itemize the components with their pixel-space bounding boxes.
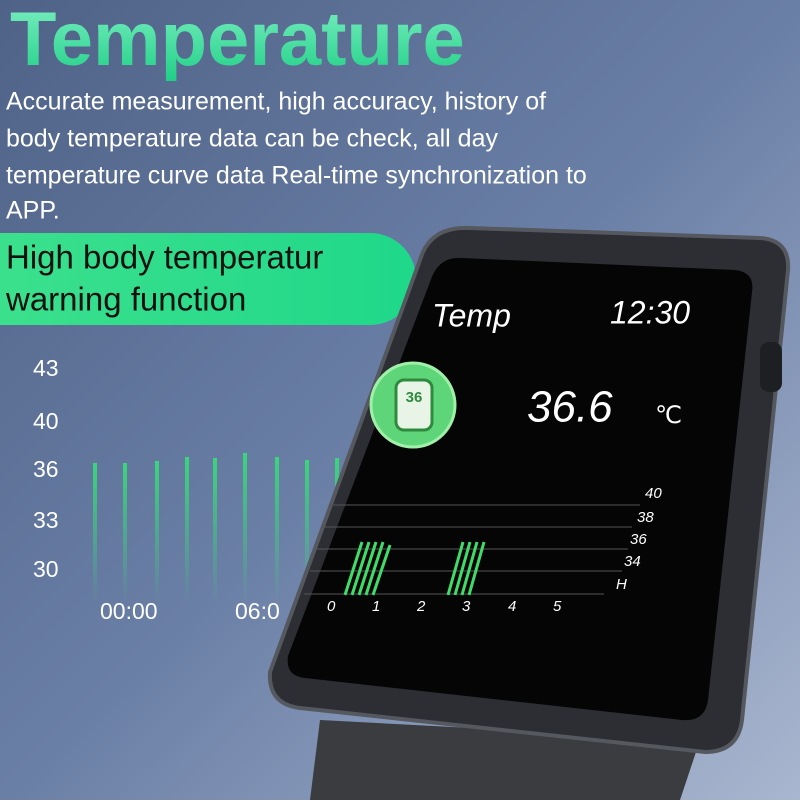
x-label: 5 xyxy=(553,598,562,615)
x-label: 1 xyxy=(372,598,380,615)
x-label: 0 xyxy=(327,598,336,615)
headline: Temperature xyxy=(10,0,465,82)
screen-time: 12:30 xyxy=(610,294,690,330)
bar xyxy=(155,461,159,603)
y-label: 36 xyxy=(33,456,59,482)
x-label: 00:00 xyxy=(100,598,158,624)
x-label: 4 xyxy=(508,598,516,615)
bar xyxy=(275,457,279,603)
banner-line: High body temperatur xyxy=(6,239,323,276)
description: Accurate measurement, high accuracy, his… xyxy=(6,88,587,225)
y-label: 36 xyxy=(630,531,647,548)
icon-text: 36 xyxy=(406,389,423,406)
description-line: temperature curve data Real-time synchro… xyxy=(6,162,587,190)
y-label: 40 xyxy=(33,408,59,434)
y-label: 43 xyxy=(33,355,59,381)
bar xyxy=(93,463,97,603)
y-label: 30 xyxy=(33,556,59,582)
bar xyxy=(350,541,371,596)
description-line: APP. xyxy=(6,197,60,225)
y-label: 34 xyxy=(624,553,641,570)
y-label: 38 xyxy=(637,509,654,526)
screen-reading: 36.6 xyxy=(527,383,613,432)
background-chart: 43 40 36 33 30 00:00 06:0 xyxy=(33,355,280,624)
bar xyxy=(123,463,127,603)
banner-line: warning function xyxy=(5,281,246,318)
screen-chart-labels: 40 38 36 34 H 0 1 2 3 4 5 xyxy=(327,485,662,615)
description-line: Accurate measurement, high accuracy, his… xyxy=(6,88,546,116)
bar xyxy=(446,541,465,596)
bar xyxy=(364,541,385,596)
bar xyxy=(460,541,479,596)
screen-bars xyxy=(343,541,486,596)
screen-label: Temp xyxy=(432,297,511,333)
y-label: 33 xyxy=(33,507,59,533)
x-label: 2 xyxy=(416,598,426,615)
y-label: 40 xyxy=(645,485,662,502)
bar xyxy=(213,458,217,603)
bar xyxy=(371,544,392,596)
bar xyxy=(453,541,472,596)
banner xyxy=(0,233,416,325)
bar xyxy=(243,453,247,603)
crown xyxy=(760,342,782,392)
description-line: body temperature data can be check, all … xyxy=(6,125,498,153)
x-label: 06:0 xyxy=(235,598,280,624)
screen-unit: ℃ xyxy=(655,401,682,429)
icon-device xyxy=(394,378,434,432)
bar xyxy=(343,541,364,596)
bar xyxy=(185,457,189,603)
y-label: H xyxy=(616,576,627,593)
x-label: 3 xyxy=(462,598,471,615)
bar xyxy=(305,460,309,603)
bar xyxy=(357,541,378,596)
bar xyxy=(467,541,486,596)
